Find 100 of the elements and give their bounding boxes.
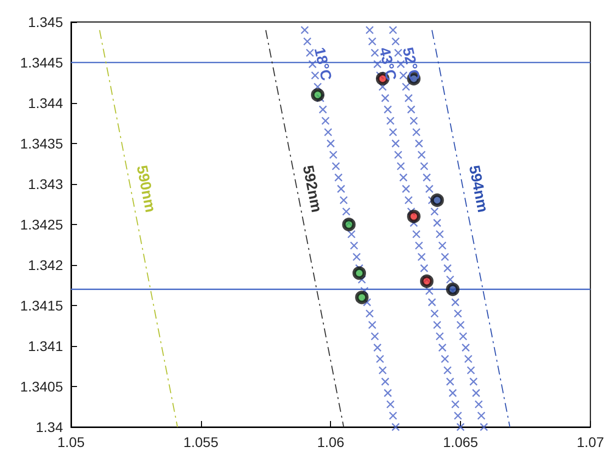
point [365, 26, 374, 34]
point [454, 412, 462, 420]
point [391, 139, 400, 148]
point [402, 184, 410, 194]
point [336, 184, 346, 194]
y-tick-label: 1.34 [36, 419, 64, 435]
point [391, 37, 400, 46]
point [388, 128, 398, 136]
point [373, 343, 382, 352]
point [326, 139, 335, 148]
point [342, 218, 356, 232]
point [388, 26, 398, 34]
point [454, 309, 462, 318]
point [417, 150, 426, 159]
point [334, 173, 343, 182]
point [472, 388, 480, 398]
point [381, 377, 390, 386]
point [414, 139, 424, 148]
point [430, 309, 439, 318]
point [407, 105, 416, 114]
point [438, 343, 447, 352]
text: 18°C [310, 46, 335, 83]
point [386, 400, 395, 408]
point [446, 282, 460, 296]
point [352, 252, 361, 262]
point [402, 82, 410, 91]
point [462, 343, 470, 352]
point [360, 286, 369, 296]
point [384, 105, 392, 114]
point [314, 82, 322, 91]
point [433, 320, 442, 330]
point [422, 173, 431, 182]
point [448, 388, 457, 398]
point [365, 309, 374, 318]
point [446, 377, 454, 386]
y-tick-label: 1.3405 [20, 378, 64, 394]
point [436, 332, 444, 340]
point [396, 162, 405, 170]
point [378, 366, 387, 374]
text: 43°C [375, 46, 400, 83]
point [456, 422, 465, 432]
point [440, 252, 450, 262]
point [386, 116, 395, 125]
point [352, 266, 366, 280]
point [480, 422, 488, 432]
point [414, 241, 424, 250]
point [430, 193, 444, 207]
point [388, 412, 398, 420]
text: 592nm [299, 164, 325, 214]
point [474, 400, 483, 408]
point [404, 94, 413, 102]
x-tick-label: 1.055 [183, 434, 219, 450]
point [428, 298, 436, 306]
point [358, 275, 366, 284]
point [368, 37, 376, 46]
y-tick-label: 1.342 [28, 257, 64, 273]
point [456, 320, 465, 330]
point [362, 298, 372, 306]
y-tick-label: 1.344 [28, 95, 64, 111]
point [381, 94, 390, 102]
point [425, 286, 434, 296]
point [342, 207, 350, 216]
x-tick-label: 1.06 [317, 434, 345, 450]
y-tick-label: 1.3425 [20, 216, 64, 232]
point [329, 150, 338, 159]
point [332, 162, 340, 170]
point [464, 354, 472, 364]
point [438, 241, 447, 250]
x-tick-label: 1.07 [576, 434, 604, 450]
point [318, 105, 328, 114]
y-tick-label: 1.3415 [20, 298, 64, 314]
y-tick-label: 1.3435 [20, 136, 64, 152]
point [300, 26, 309, 34]
point [407, 210, 421, 224]
y-tick-label: 1.341 [28, 338, 64, 354]
point [410, 116, 418, 125]
point [324, 128, 332, 136]
point [420, 264, 428, 272]
point [310, 88, 324, 102]
point [412, 230, 421, 238]
point [399, 173, 408, 182]
point [443, 264, 452, 272]
point [391, 422, 400, 432]
x-tick-label: 1.065 [443, 434, 478, 450]
point [321, 116, 330, 125]
point [370, 332, 379, 340]
point [347, 230, 356, 238]
point [451, 298, 460, 306]
y-tick-label: 1.345 [28, 14, 64, 30]
point [436, 230, 444, 238]
point [368, 320, 376, 330]
point [376, 354, 384, 364]
point [443, 366, 452, 374]
y-tick-label: 1.3445 [20, 54, 64, 70]
text: 590nm [132, 164, 159, 214]
x-tick-label: 1.05 [57, 434, 85, 450]
point [425, 184, 434, 194]
point [433, 218, 442, 228]
point [378, 82, 387, 91]
point [420, 274, 434, 288]
